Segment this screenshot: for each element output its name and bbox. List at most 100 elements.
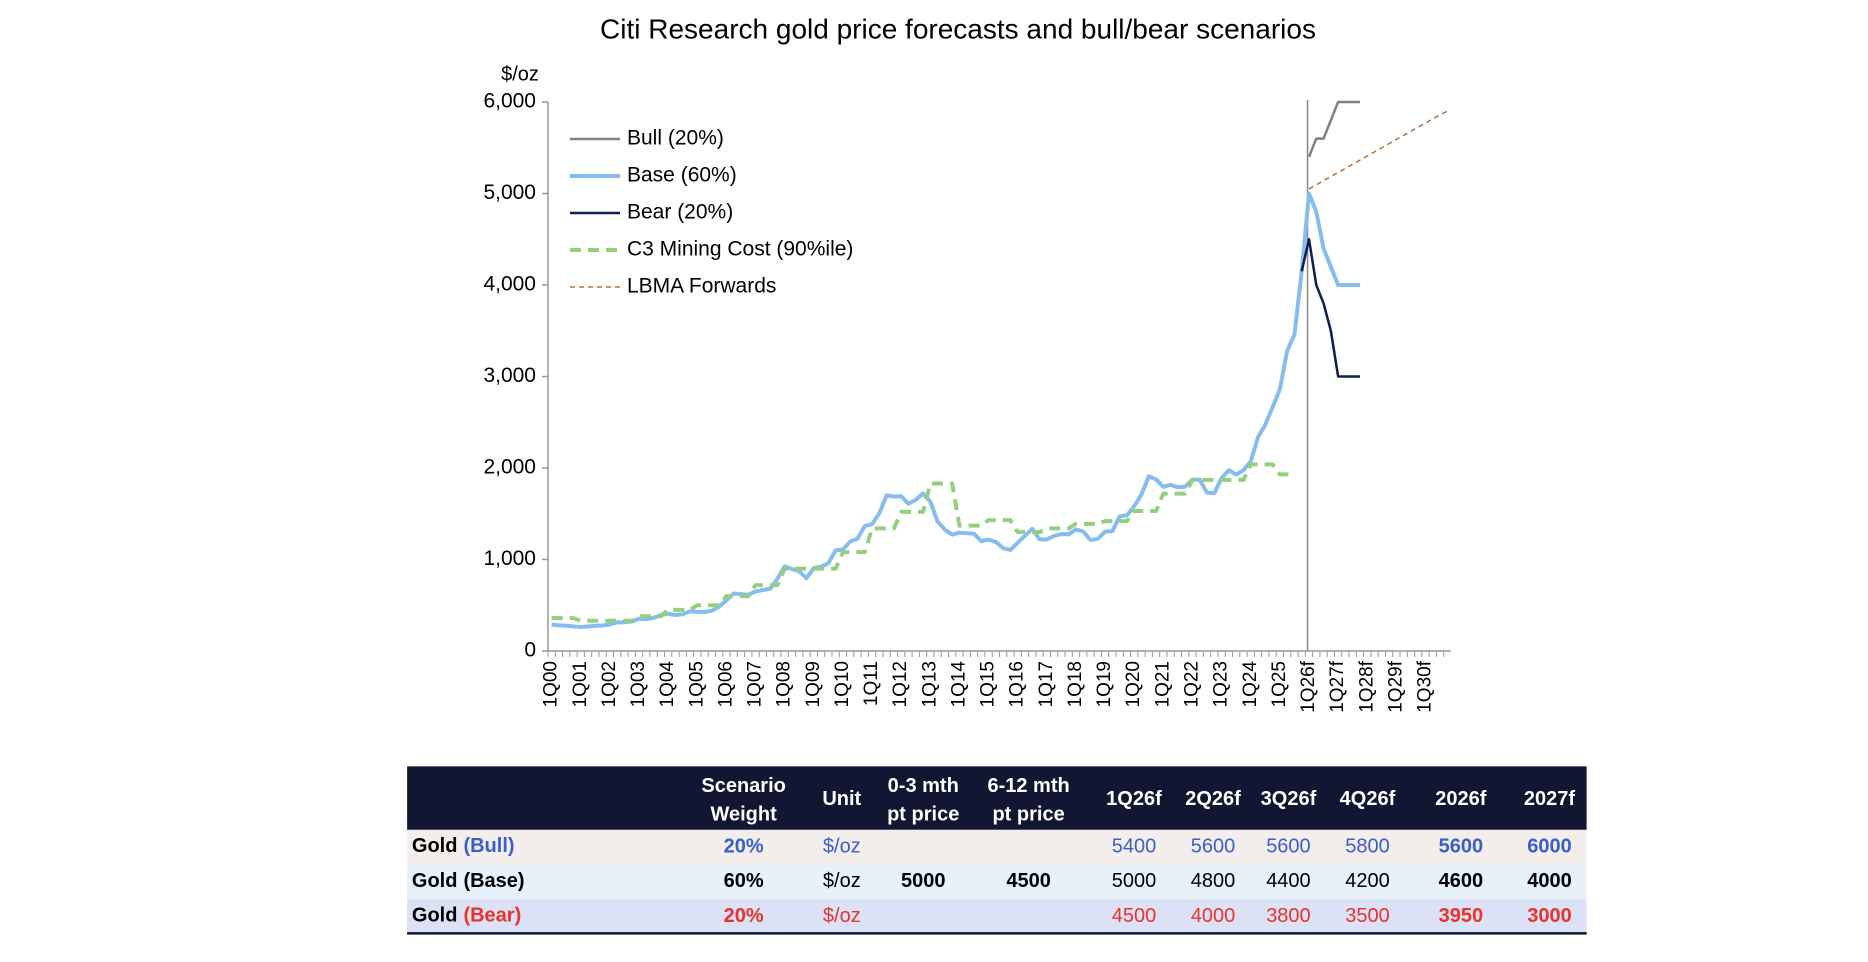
- x-tick-label: 1Q16: [1007, 661, 1028, 707]
- x-tick-label: 1Q07: [745, 661, 766, 707]
- x-tick-label: 1Q22: [1181, 661, 1202, 707]
- row-name: Gold: [412, 835, 458, 857]
- series-line: [551, 462, 1295, 623]
- table-cell: 20%: [724, 905, 764, 927]
- table-row-bg: [407, 829, 1587, 865]
- table-header: pt price: [992, 804, 1064, 826]
- table-cell: 60%: [724, 870, 764, 892]
- table-cell: 4000: [1191, 905, 1236, 927]
- table-cell: 5600: [1439, 835, 1484, 857]
- table-header: 2026f: [1435, 788, 1486, 810]
- table-cell: 3000: [1527, 905, 1572, 927]
- legend-label: C3 Mining Cost (90%ile): [627, 238, 853, 261]
- table-row-bg: [407, 864, 1587, 900]
- table-cell: 3950: [1439, 905, 1484, 927]
- x-tick-label: 1Q15: [978, 661, 999, 707]
- table-cell: 4800: [1191, 870, 1236, 892]
- row-scenario: (Base): [463, 870, 524, 892]
- table-cell: $/oz: [823, 835, 861, 857]
- x-tick-label: 1Q11: [861, 661, 882, 706]
- x-tick-label: 1Q25: [1269, 661, 1290, 707]
- x-tick-label: 1Q06: [715, 661, 736, 707]
- table-cell: 4600: [1439, 870, 1484, 892]
- table-cell: 5000: [901, 870, 946, 892]
- table-cell: $/oz: [823, 870, 861, 892]
- row-label: Gold (Base): [412, 870, 525, 892]
- table-cell: 5800: [1345, 835, 1390, 857]
- table-header: 1Q26f: [1106, 788, 1162, 810]
- table-cell: 3800: [1266, 905, 1311, 927]
- x-tick-label: 1Q19: [1094, 661, 1115, 707]
- table-header: Weight: [710, 804, 777, 826]
- table-cell: 5600: [1191, 835, 1236, 857]
- y-tick-label: 5,000: [483, 181, 536, 204]
- y-tick-label: 4,000: [483, 273, 536, 296]
- table-header-bg: [407, 766, 1587, 830]
- table-cell: 5600: [1266, 835, 1311, 857]
- table-header: pt price: [887, 804, 959, 826]
- x-tick-label: 1Q29f: [1385, 660, 1406, 712]
- legend-label: LBMA Forwards: [627, 275, 776, 298]
- y-axis-label: $/oz: [501, 63, 539, 85]
- x-tick-label: 1Q05: [686, 661, 707, 707]
- table-cell: 4000: [1527, 870, 1572, 892]
- x-tick-label: 1Q10: [832, 661, 853, 707]
- table-cell: 5400: [1112, 835, 1157, 857]
- legend-label: Bear (20%): [627, 201, 733, 224]
- legend-label: Bull (20%): [627, 127, 724, 150]
- y-tick-label: 3,000: [483, 364, 536, 387]
- table-header: 3Q26f: [1261, 788, 1317, 810]
- x-tick-label: 1Q20: [1123, 661, 1144, 707]
- x-tick-label: 1Q18: [1065, 661, 1086, 707]
- y-tick-label: 6,000: [483, 90, 536, 113]
- table-header: Scenario: [701, 775, 785, 797]
- x-tick-label: 1Q28f: [1356, 660, 1377, 712]
- table-header: 2Q26f: [1185, 788, 1241, 810]
- table-header: 2027f: [1524, 788, 1575, 810]
- table-header: Unit: [822, 788, 861, 810]
- table-row-bg: [407, 899, 1587, 934]
- table-cell: 4200: [1345, 870, 1390, 892]
- series-line: [1307, 100, 1360, 158]
- table-cell: 4400: [1266, 870, 1311, 892]
- x-tick-label: 1Q21: [1152, 661, 1173, 707]
- row-scenario: (Bear): [463, 905, 521, 927]
- x-tick-label: 1Q13: [919, 661, 940, 707]
- x-tick-label: 1Q17: [1036, 661, 1057, 707]
- x-tick-label: 1Q03: [628, 661, 649, 707]
- x-tick-label: 1Q14: [948, 661, 969, 708]
- table-cell: 4500: [1006, 870, 1051, 892]
- x-tick-label: 1Q01: [570, 661, 591, 707]
- table-header: 0-3 mth: [888, 775, 959, 797]
- table-header: 4Q26f: [1340, 788, 1396, 810]
- y-tick-label: 1,000: [483, 547, 536, 570]
- row-label: Gold (Bear): [412, 905, 521, 927]
- row-scenario: (Bull): [463, 835, 514, 857]
- table-cell: 6000: [1527, 835, 1572, 857]
- legend-label: Base (60%): [627, 164, 737, 187]
- table-header: 6-12 mth: [987, 775, 1069, 797]
- row-name: Gold: [412, 905, 458, 927]
- x-tick-label: 1Q04: [657, 661, 678, 708]
- table-cell: $/oz: [823, 905, 861, 927]
- x-tick-label: 1Q30f: [1415, 660, 1436, 712]
- table-cell: 4500: [1112, 905, 1157, 927]
- table-cell: 5000: [1112, 870, 1157, 892]
- row-name: Gold: [412, 870, 458, 892]
- x-tick-label: 1Q09: [803, 661, 824, 707]
- x-tick-label: 1Q08: [774, 661, 795, 707]
- y-tick-label: 2,000: [483, 456, 536, 479]
- x-tick-label: 1Q24: [1240, 661, 1261, 708]
- row-label: Gold (Bull): [412, 835, 515, 857]
- table-cell: 3500: [1345, 905, 1390, 927]
- x-tick-label: 1Q00: [541, 661, 562, 707]
- x-tick-label: 1Q02: [599, 661, 620, 707]
- series-line: [551, 191, 1360, 629]
- x-tick-label: 1Q26f: [1298, 660, 1319, 712]
- x-tick-label: 1Q23: [1211, 661, 1232, 707]
- series-line: [1300, 238, 1360, 378]
- y-tick-label: 0: [524, 639, 536, 662]
- x-tick-label: 1Q12: [890, 661, 911, 707]
